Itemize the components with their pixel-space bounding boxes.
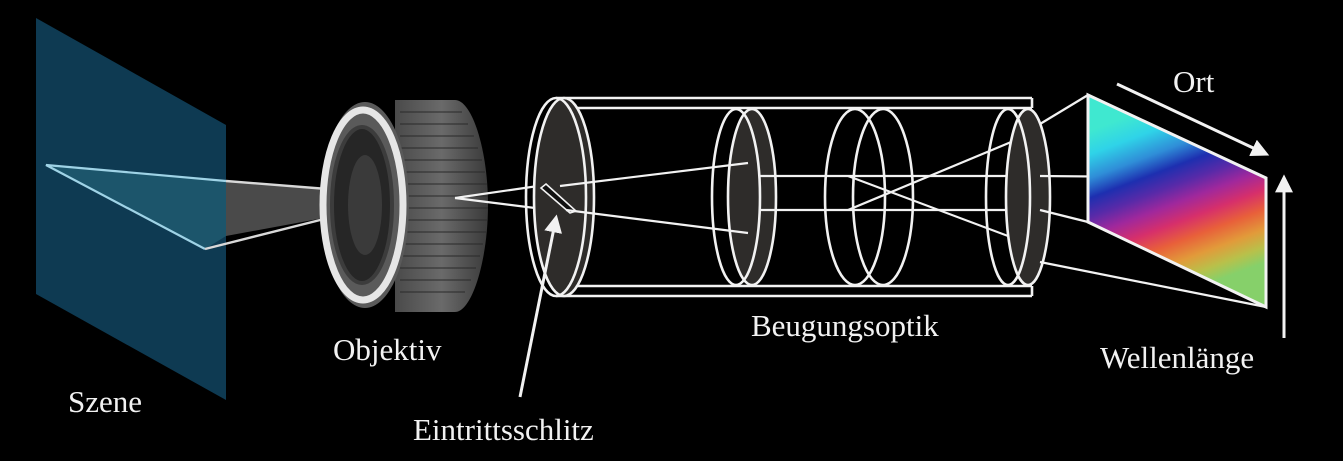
position-axis-arrow [1116, 82, 1270, 157]
internal-beams [559, 128, 1041, 250]
objective-knurling [400, 111, 488, 293]
scene-group [36, 18, 227, 400]
scene-ray-triangle [46, 165, 226, 249]
objective-inner [348, 155, 382, 255]
label-diffraction-optics: Beugungsoptik [751, 308, 939, 343]
objective-lens [319, 100, 488, 312]
spectral-detector [1086, 92, 1268, 310]
entrance-slit [539, 182, 578, 214]
spectrograph-housing [556, 96, 1034, 298]
lens-element-2 [823, 107, 915, 287]
scene-ray-outline [45, 163, 227, 250]
light-cone [226, 181, 340, 236]
label-wavelength: Wellenlänge [1100, 340, 1254, 375]
label-entrance-slit: Eintrittsschlitz [413, 412, 594, 447]
objective-white-ring [319, 106, 407, 304]
label-scene: Szene [68, 384, 142, 419]
slit-pointer-arrow [518, 214, 562, 398]
label-objective: Objektiv [333, 332, 442, 367]
entrance-slit-disc [524, 96, 596, 298]
lens-element-1 [710, 107, 778, 287]
lens-element-3 [984, 107, 1052, 287]
objective-barrel [395, 100, 488, 312]
label-position: Ort [1173, 64, 1215, 99]
cone-edge-lower [204, 213, 341, 251]
